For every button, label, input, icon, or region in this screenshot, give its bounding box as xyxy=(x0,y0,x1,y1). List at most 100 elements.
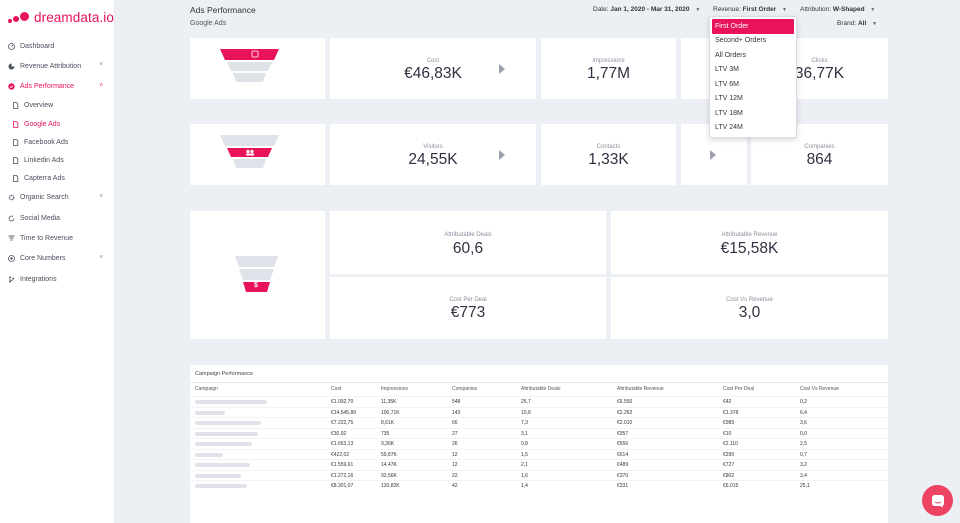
column-header-cost-per-deal[interactable]: Cost Per Deal xyxy=(723,386,755,392)
sidebar-item-ads-performance[interactable]: Ads Performance ˄ xyxy=(0,77,115,97)
sidebar-item-dashboard[interactable]: Dashboard xyxy=(0,36,115,56)
dollar-icon: $ xyxy=(254,282,258,289)
sidebar-item-label: Ads Performance xyxy=(20,83,75,91)
table-row[interactable]: €1.092,70 11,35K 548 25,7 €6.550 €42 0,2 xyxy=(190,396,888,407)
column-header-companies[interactable]: Companies xyxy=(452,386,478,392)
refresh-icon xyxy=(8,215,15,222)
gauge-icon xyxy=(8,42,15,50)
sidebar-item-label: Core Numbers xyxy=(20,255,66,263)
cost-per-deal-value: €773 xyxy=(450,304,486,321)
table-cell: 10,6 xyxy=(521,409,531,416)
attributable-deals-label: Attributable Deals xyxy=(444,232,492,238)
revenue-option-ltv-3m[interactable]: LTV 3M xyxy=(715,66,739,74)
chevron-down-icon: ▼ xyxy=(782,7,787,13)
table-cell: €2.010 xyxy=(617,420,633,426)
sidebar-item-facebook-ads[interactable]: Facebook Ads xyxy=(0,133,115,151)
cost-value: €46,83K xyxy=(404,65,462,82)
table-row[interactable]: €1.653,13 9,36K 26 0,8 €656 €2.110 2,5 xyxy=(190,438,888,449)
table-row[interactable]: €14.545,89 100,71K 143 10,6 €2.262 €1.378 6,4 xyxy=(190,406,888,418)
chevron-down-icon[interactable]: ˅ xyxy=(99,62,103,69)
cost-vs-revenue-value: 3,0 xyxy=(738,304,761,321)
revenue-option-second-orders[interactable]: Second+ Orders xyxy=(715,37,767,45)
sidebar-item-capterra-ads[interactable]: Capterra Ads xyxy=(0,170,115,188)
sidebar-item-social-media[interactable]: Social Media xyxy=(0,208,115,228)
table-cell: 12 xyxy=(452,451,458,458)
sidebar-item-organic-search[interactable]: Organic Search ˅ xyxy=(0,188,115,208)
impressions-label: Impressions xyxy=(592,58,625,64)
revenue-option-ltv-6m[interactable]: LTV 6M xyxy=(715,80,739,88)
page-icon xyxy=(12,102,19,110)
sidebar-item-overview[interactable]: Overview xyxy=(0,97,115,115)
sidebar-item-time-to-revenue[interactable]: Time to Revenue xyxy=(0,228,115,248)
revenue-option-first-order[interactable]: First Order xyxy=(712,19,794,34)
cost-per-deal-card: Cost Per Deal €773 xyxy=(330,277,606,339)
brand-filter[interactable]: Brand: All ▼ xyxy=(837,20,877,27)
page-icon xyxy=(12,157,19,164)
companies-value: 864 xyxy=(806,151,833,168)
table-cell: €989 xyxy=(723,420,735,426)
chevron-down-icon[interactable]: ˅ xyxy=(99,254,103,261)
table-cell: €42 xyxy=(723,399,732,405)
cost-vs-revenue-card: Cost Vs Revenue 3,0 xyxy=(611,277,888,339)
column-header-campaign[interactable]: Campaign xyxy=(195,386,218,392)
table-cell: 1,4 xyxy=(521,483,528,489)
column-header-attributable-deals[interactable]: Attributable Deals xyxy=(521,386,561,392)
table-cell: 26 xyxy=(452,441,458,447)
contacts-value: 1,33K xyxy=(588,151,629,168)
table-cell: 2,1 xyxy=(521,462,528,468)
revenue-option-all-orders[interactable]: All Orders xyxy=(715,51,747,59)
revenue-filter[interactable]: Revenue: First Order ▼ xyxy=(713,6,787,13)
date-filter[interactable]: Date: Jan 1, 2020 - Mar 31, 2020 ▼ xyxy=(593,6,700,13)
revenue-option-ltv-24m[interactable]: LTV 24M xyxy=(715,124,743,132)
table-cell: €6.550 xyxy=(617,399,633,405)
sidebar-item-google-ads[interactable]: Google Ads xyxy=(0,115,115,133)
sidebar-item-revenue-attribution[interactable]: Revenue Attribution ˅ xyxy=(0,56,115,76)
chevron-down-icon[interactable]: ˅ xyxy=(99,193,103,200)
sidebar-item-label: Overview xyxy=(24,102,54,110)
table-cell: 735 xyxy=(381,430,390,437)
table-cell: 14,47K xyxy=(381,462,397,468)
table-cell: 42 xyxy=(452,483,458,489)
table-cell: 0,7 xyxy=(800,451,807,458)
table-row[interactable]: €30,92 735 27 3,1 €957 €10 0,0 xyxy=(190,427,888,439)
column-header-attributable-revenue[interactable]: Attributable Revenue xyxy=(617,386,664,392)
chat-button[interactable] xyxy=(922,485,953,516)
chevron-up-icon[interactable]: ˄ xyxy=(99,82,103,89)
table-cell: 2,5 xyxy=(800,441,807,447)
revenue-filter-value: First Order xyxy=(742,6,777,13)
redacted-campaign-name xyxy=(195,410,225,415)
table-cell: €727 xyxy=(723,462,735,468)
table-cell: 100,71K xyxy=(381,409,400,416)
column-header-impressions[interactable]: Impressions xyxy=(381,386,408,392)
table-row[interactable]: €7.222,75 8,61K 66 7,3 €2.010 €989 3,6 xyxy=(190,417,888,428)
impressions-card: Impressions 1,77M xyxy=(541,38,676,99)
page-title: Ads Performance xyxy=(190,5,256,15)
table-cell: €489 xyxy=(617,462,629,468)
column-header-cost-vs-revenue[interactable]: Cost Vs Revenue xyxy=(800,386,839,392)
table-cell: 66 xyxy=(452,420,458,426)
table-cell: €30,92 xyxy=(331,430,347,437)
brand-filter-value: All xyxy=(857,20,867,27)
revenue-option-ltv-12m[interactable]: LTV 12M xyxy=(715,95,743,103)
table-row[interactable]: €422,02 59,87K 12 1,5 €614 €290 0,7 xyxy=(190,448,888,460)
table-cell: 12 xyxy=(452,462,458,468)
sidebar-item-integrations[interactable]: Integrations xyxy=(0,269,115,289)
revenue-filter-label: Revenue: xyxy=(713,6,741,13)
attribution-filter[interactable]: Attribution: W-Shaped ▼ xyxy=(800,6,875,13)
table-cell: 130,82K xyxy=(381,483,400,489)
column-header-cost[interactable]: Cost xyxy=(331,386,342,392)
cost-vs-revenue-label: Cost Vs Revenue xyxy=(726,297,773,303)
sidebar-item-core-numbers[interactable]: Core Numbers ˅ xyxy=(0,249,115,269)
redacted-campaign-name xyxy=(195,463,250,467)
revenue-option-ltv-18m[interactable]: LTV 18M xyxy=(715,109,743,117)
table-cell: €7.222,75 xyxy=(331,420,354,426)
table-row[interactable]: €8.301,07 130,82K 42 1,4 €331 €6.015 25,1 xyxy=(190,480,888,491)
table-row[interactable]: €1.272,16 92,56K 22 1,6 €370 €802 3,4 xyxy=(190,469,888,481)
table-cell: 7,3 xyxy=(521,420,528,426)
redacted-campaign-name xyxy=(195,452,223,457)
logo[interactable]: dreamdata.io xyxy=(8,10,114,25)
sidebar-item-linkedin-ads[interactable]: Linkedin Ads xyxy=(0,151,115,169)
table-row[interactable]: €1.559,61 14,47K 12 2,1 €489 €727 3,2 xyxy=(190,459,888,470)
logo-mark-icon xyxy=(8,11,30,25)
check-circle-icon xyxy=(8,83,15,90)
